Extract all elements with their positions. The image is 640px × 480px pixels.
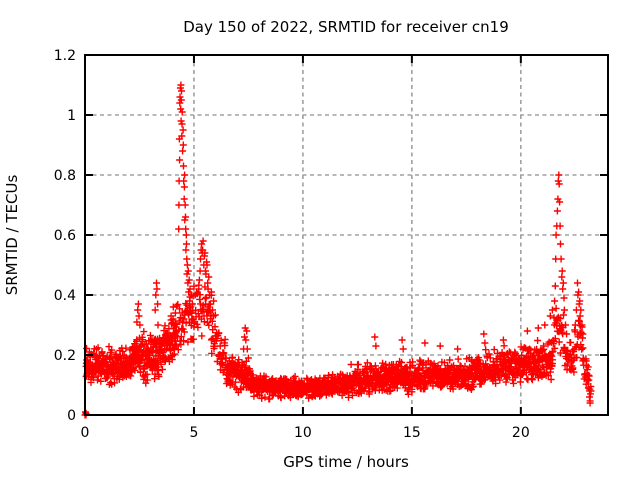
axis-ticks [84,54,608,416]
x-axis-label: GPS time / hours [283,453,409,471]
x-tick-label: 20 [512,425,530,441]
y-tick-label: 0.2 [54,348,76,364]
y-tick-label: 0.4 [54,288,76,304]
y-axis-label: SRMTID / TECUs [3,175,21,296]
x-tick-label: 0 [81,425,90,441]
y-tick-label: 1.2 [54,48,76,64]
x-tick-label: 5 [189,425,198,441]
y-tick-label: 0.8 [54,168,76,184]
chart-title: Day 150 of 2022, SRMTID for receiver cn1… [183,18,509,36]
data-point-markers [81,81,595,419]
y-tick-label: 0 [67,408,76,424]
x-tick-label: 10 [294,425,312,441]
y-tick-label: 0.6 [54,228,76,244]
tick-labels: 0 0.2 0.4 0.6 0.8 1 1.2 0 5 10 15 20 [54,48,530,441]
scatter-points [81,81,595,419]
x-tick-label: 15 [403,425,421,441]
y-tick-label: 1 [67,108,76,124]
